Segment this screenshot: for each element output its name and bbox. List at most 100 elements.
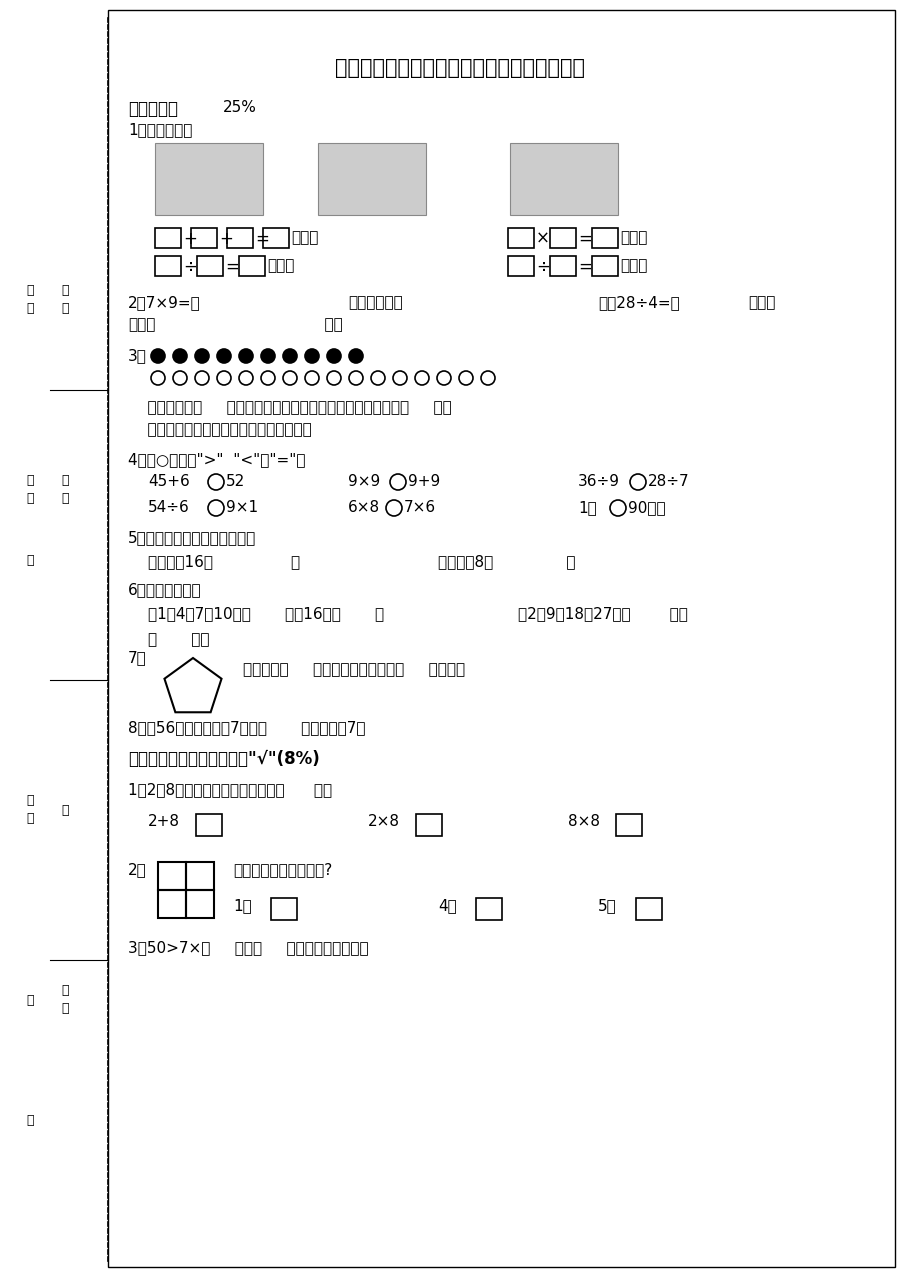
Text: 2×8: 2×8 bbox=[368, 813, 400, 829]
Bar bbox=[108, 10, 894, 1267]
Text: 姓: 姓 bbox=[62, 285, 69, 298]
Bar bbox=[227, 229, 253, 248]
Text: 9+9: 9+9 bbox=[407, 474, 440, 489]
Text: 订: 订 bbox=[62, 803, 69, 816]
Text: 年: 年 bbox=[62, 475, 69, 488]
Bar bbox=[186, 862, 214, 890]
Text: 级: 级 bbox=[27, 812, 34, 825]
Text: 8．从56里面连续减去7，减（       ）次后还剩7。: 8．从56里面连续减去7，减（ ）次后还剩7。 bbox=[128, 720, 365, 736]
Text: （个）: （个） bbox=[290, 230, 318, 245]
Text: 2+8: 2+8 bbox=[148, 813, 180, 829]
Bar bbox=[239, 255, 265, 276]
Bar bbox=[154, 255, 181, 276]
Bar bbox=[509, 143, 618, 215]
Text: 54÷6: 54÷6 bbox=[148, 501, 189, 515]
Bar bbox=[197, 255, 222, 276]
Text: 校: 校 bbox=[62, 1002, 69, 1015]
Text: 9×9: 9×9 bbox=[347, 474, 380, 489]
Text: =: = bbox=[255, 230, 268, 248]
Text: ）。: ）。 bbox=[187, 317, 343, 332]
Text: 圆片放到第一行，两行圆片就同样多了。: 圆片放到第一行，两行圆片就同样多了。 bbox=[128, 421, 312, 437]
Text: 1米: 1米 bbox=[577, 501, 596, 515]
Text: +: + bbox=[219, 230, 233, 248]
Circle shape bbox=[195, 349, 209, 363]
Text: ÷: ÷ bbox=[536, 258, 550, 276]
Text: 右图是由（     ）条线段围成的，是（     ）边形。: 右图是由（ ）条线段围成的，是（ ）边形。 bbox=[243, 661, 465, 677]
Text: 二、在正确答案的方框里打"√"(8%): 二、在正确答案的方框里打"√"(8%) bbox=[128, 750, 320, 767]
Bar bbox=[318, 143, 425, 215]
Text: 5．在括号里填上合适的单位。: 5．在括号里填上合适的单位。 bbox=[128, 530, 256, 545]
Bar bbox=[415, 813, 441, 836]
Circle shape bbox=[217, 349, 231, 363]
Text: 2．7×9=（: 2．7×9=（ bbox=[128, 295, 200, 310]
Text: 名: 名 bbox=[27, 303, 34, 315]
Text: 3．50>7×（     ），（     ）里最大可以填几？: 3．50>7×（ ），（ ）里最大可以填几？ bbox=[128, 940, 369, 955]
Text: ×: × bbox=[536, 230, 550, 248]
Bar bbox=[186, 890, 214, 918]
Text: 学: 学 bbox=[62, 985, 69, 997]
Text: （个）: （个） bbox=[619, 230, 647, 245]
Bar bbox=[196, 813, 221, 836]
Text: （盘）: （盘） bbox=[267, 258, 294, 273]
Text: 25%: 25% bbox=[222, 100, 256, 115]
Text: 4．在○里填上">"  "<"或"="。: 4．在○里填上">" "<"或"="。 bbox=[128, 452, 305, 467]
Text: 诀是（: 诀是（ bbox=[128, 317, 155, 332]
Text: （2）9、18、27、（        ）、: （2）9、18、27、（ ）、 bbox=[517, 607, 687, 621]
Text: 名: 名 bbox=[62, 303, 69, 315]
Circle shape bbox=[261, 349, 275, 363]
Bar bbox=[507, 255, 533, 276]
Bar bbox=[158, 862, 186, 890]
Text: 4个: 4个 bbox=[437, 898, 456, 913]
Bar bbox=[154, 143, 263, 215]
Text: （       ）。: （ ）。 bbox=[148, 632, 210, 647]
Text: ），口诀是（: ），口诀是（ bbox=[347, 295, 403, 310]
Bar bbox=[158, 890, 186, 918]
Bar bbox=[591, 255, 618, 276]
Circle shape bbox=[239, 349, 253, 363]
Text: 苏教版二年级数学上册期末调研试卷（样卷）: 苏教版二年级数学上册期末调研试卷（样卷） bbox=[335, 57, 584, 78]
Text: 装: 装 bbox=[27, 1114, 34, 1126]
Text: 6．找规律填数。: 6．找规律填数。 bbox=[128, 582, 201, 598]
Text: 校: 校 bbox=[27, 493, 34, 506]
Bar bbox=[475, 898, 502, 919]
Bar bbox=[616, 813, 641, 836]
Bar bbox=[263, 229, 289, 248]
Text: =: = bbox=[225, 258, 239, 276]
Circle shape bbox=[151, 349, 165, 363]
Text: （1）4、7、10、（       ）、16、（       ）: （1）4、7、10、（ ）、16、（ ） bbox=[148, 607, 384, 621]
Text: 1．2个8相加的和是多少？列式是（      ）。: 1．2个8相加的和是多少？列式是（ ）。 bbox=[128, 782, 332, 797]
Text: 1个: 1个 bbox=[233, 898, 252, 913]
Circle shape bbox=[173, 349, 187, 363]
Text: 学: 学 bbox=[27, 475, 34, 488]
Text: 36÷9: 36÷9 bbox=[577, 474, 619, 489]
Text: 教室长约8（               ）: 教室长约8（ ） bbox=[437, 554, 575, 570]
Circle shape bbox=[348, 349, 363, 363]
Text: 班: 班 bbox=[27, 794, 34, 807]
Text: 52: 52 bbox=[226, 474, 245, 489]
Text: 28÷7: 28÷7 bbox=[647, 474, 689, 489]
Text: 7×6: 7×6 bbox=[403, 501, 436, 515]
Circle shape bbox=[305, 349, 319, 363]
Text: 姓: 姓 bbox=[27, 285, 34, 298]
Text: 8×8: 8×8 bbox=[567, 813, 599, 829]
Bar bbox=[271, 898, 297, 919]
Text: 订: 订 bbox=[27, 553, 34, 567]
Text: 3．: 3． bbox=[128, 349, 147, 363]
Text: ÷: ÷ bbox=[183, 258, 197, 276]
Bar bbox=[154, 229, 181, 248]
Text: 图中一共有几个正方形?: 图中一共有几个正方形? bbox=[233, 862, 332, 877]
Bar bbox=[635, 898, 662, 919]
Bar bbox=[507, 229, 533, 248]
Circle shape bbox=[283, 349, 297, 363]
Text: 90厘米: 90厘米 bbox=[628, 501, 665, 515]
Bar bbox=[550, 255, 575, 276]
Circle shape bbox=[326, 349, 341, 363]
Text: 7．: 7． bbox=[128, 650, 147, 665]
Text: ）；28÷4=（: ）；28÷4=（ bbox=[597, 295, 679, 310]
Bar bbox=[550, 229, 575, 248]
Bar bbox=[191, 229, 217, 248]
Text: 2．: 2． bbox=[128, 862, 147, 877]
Text: =: = bbox=[577, 230, 591, 248]
Text: 1．看图算式。: 1．看图算式。 bbox=[128, 123, 192, 137]
Text: 装: 装 bbox=[27, 994, 34, 1006]
